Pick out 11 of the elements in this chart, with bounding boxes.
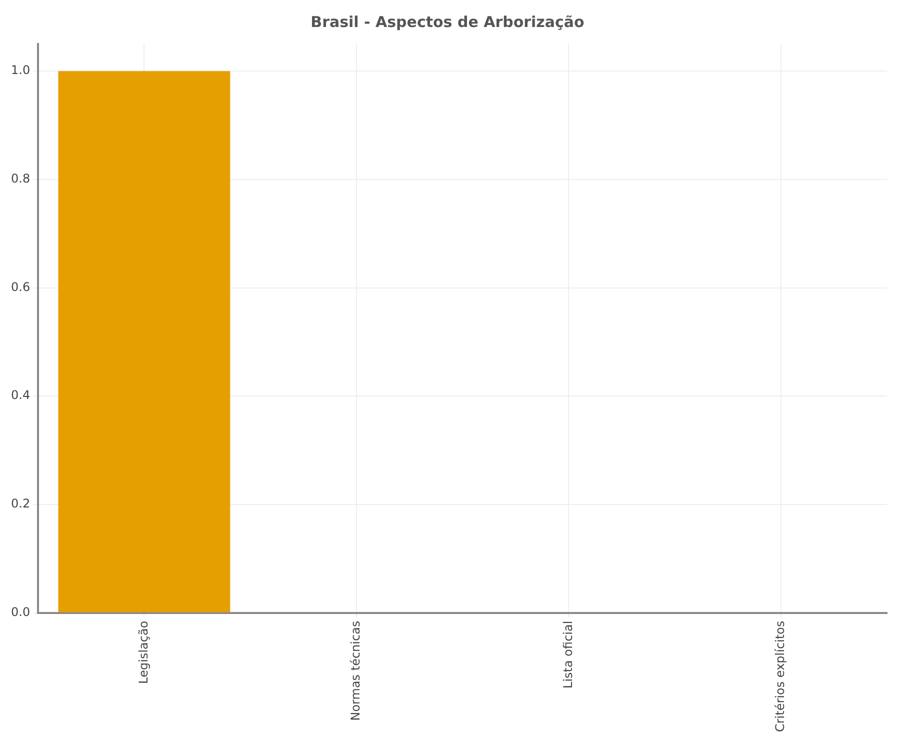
y-tick-label: 0.6 <box>10 280 30 294</box>
chart-title: Brasil - Aspectos de Arborização <box>310 12 584 31</box>
y-tick-label: 0.4 <box>10 388 30 402</box>
y-tick-label: 0.8 <box>10 172 30 186</box>
x-tick-label: Legislação <box>136 620 150 684</box>
y-tick-label: 0.0 <box>10 604 30 619</box>
x-tick-label: Lista oficial <box>560 620 575 688</box>
y-tick-label: 0.2 <box>10 496 30 511</box>
x-tick-label: Critérios explícitos <box>773 620 788 732</box>
y-tick-label: 1.0 <box>10 63 30 78</box>
x-tick-label: Normas técnicas <box>348 620 363 721</box>
